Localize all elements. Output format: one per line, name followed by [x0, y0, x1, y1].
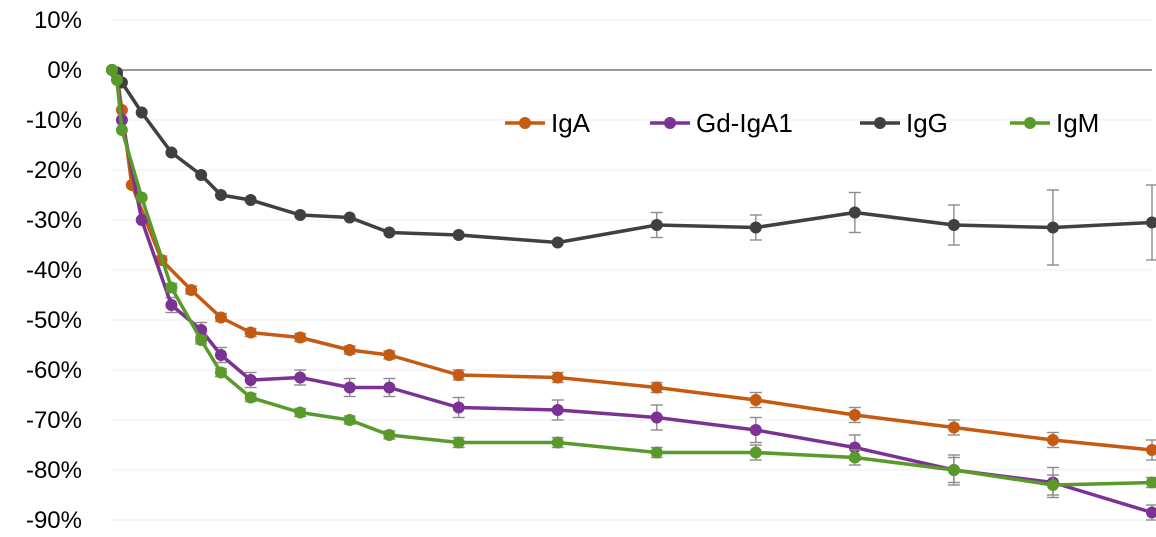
data-point [110, 74, 123, 86]
data-point [343, 414, 356, 426]
data-point [947, 421, 960, 434]
gridlines [112, 19, 1152, 521]
series-igm [106, 64, 1156, 496]
y-tick-label: 0% [47, 57, 82, 84]
data-point [135, 106, 148, 119]
y-tick-label: -10% [26, 107, 82, 134]
data-point [165, 281, 178, 294]
data-point [135, 191, 148, 204]
data-point [749, 221, 762, 234]
data-point [343, 381, 356, 394]
data-point [214, 311, 227, 324]
data-point [383, 381, 396, 394]
legend-item: Gd-IgA1 [650, 108, 793, 138]
data-point [1146, 216, 1156, 229]
y-tick-label: 10% [34, 7, 82, 34]
y-tick-label: -20% [26, 157, 82, 184]
data-point [452, 229, 465, 241]
data-point [749, 394, 762, 406]
data-point [749, 446, 762, 459]
series-igg [106, 64, 1156, 266]
y-tick-label: -50% [26, 307, 82, 334]
y-tick-label: -90% [26, 507, 82, 534]
series-line [110, 68, 1153, 515]
legend-label: IgA [551, 108, 591, 138]
data-point [383, 349, 396, 361]
data-point [551, 371, 564, 384]
data-point [848, 409, 861, 421]
legend-marker [519, 117, 531, 129]
data-point [343, 211, 356, 224]
y-tick-label: -70% [26, 407, 82, 434]
data-point [1146, 506, 1156, 519]
legend-label: Gd-IgA1 [696, 108, 793, 138]
data-point [195, 169, 208, 181]
data-point [383, 226, 396, 239]
data-point [244, 374, 257, 386]
legend-marker [664, 117, 676, 129]
data-point [165, 299, 178, 311]
series-line [110, 69, 1153, 487]
data-point [848, 451, 861, 464]
series-line [110, 68, 1153, 452]
data-point [551, 404, 564, 416]
data-point [1046, 434, 1059, 446]
data-point [749, 424, 762, 436]
data-point [244, 194, 257, 206]
data-point [294, 209, 307, 221]
data-point [650, 381, 663, 394]
series-line [111, 68, 1153, 245]
data-point [650, 411, 663, 424]
data-point [947, 219, 960, 231]
data-point [214, 366, 227, 379]
data-point [185, 284, 198, 296]
legend-label: IgM [1056, 108, 1099, 138]
data-point [244, 391, 257, 404]
data-point [343, 344, 356, 356]
data-point [383, 429, 396, 441]
y-tick-label: -40% [26, 257, 82, 284]
data-point [294, 331, 307, 344]
data-point [947, 464, 960, 476]
data-point [452, 401, 465, 414]
legend-item: IgA [505, 108, 591, 138]
legend-item: IgM [1010, 108, 1099, 138]
data-point [294, 371, 307, 384]
data-point [848, 206, 861, 219]
data-point [1046, 221, 1059, 234]
data-point [214, 189, 227, 201]
legend-marker [1024, 117, 1036, 129]
data-point [1046, 479, 1059, 491]
data-point [650, 446, 663, 459]
legend: IgA Gd-IgA1 IgG IgM [505, 108, 1099, 138]
data-point [294, 406, 307, 419]
y-axis-tick-labels: 10% 0% -10% -20% -30% -40% -50% -60% -70% -80% -90… [26, 7, 82, 534]
legend-marker [874, 117, 886, 129]
data-point [1146, 444, 1156, 456]
data-point [551, 236, 564, 249]
legend-item: IgG [860, 108, 948, 138]
data-point [135, 214, 148, 226]
y-tick-label: -80% [26, 457, 82, 484]
data-point [452, 369, 465, 381]
data-point [551, 436, 564, 449]
data-point [1146, 476, 1156, 489]
data-point [106, 64, 118, 76]
data-point [214, 349, 227, 361]
legend-label: IgG [906, 108, 948, 138]
data-point [165, 146, 178, 159]
data-point [115, 124, 128, 136]
data-point [195, 334, 208, 346]
data-point [452, 436, 465, 449]
series-layer [106, 64, 1156, 521]
data-point [244, 326, 257, 339]
data-point [650, 219, 663, 231]
y-tick-label: -60% [26, 357, 82, 384]
y-tick-label: -30% [26, 207, 82, 234]
